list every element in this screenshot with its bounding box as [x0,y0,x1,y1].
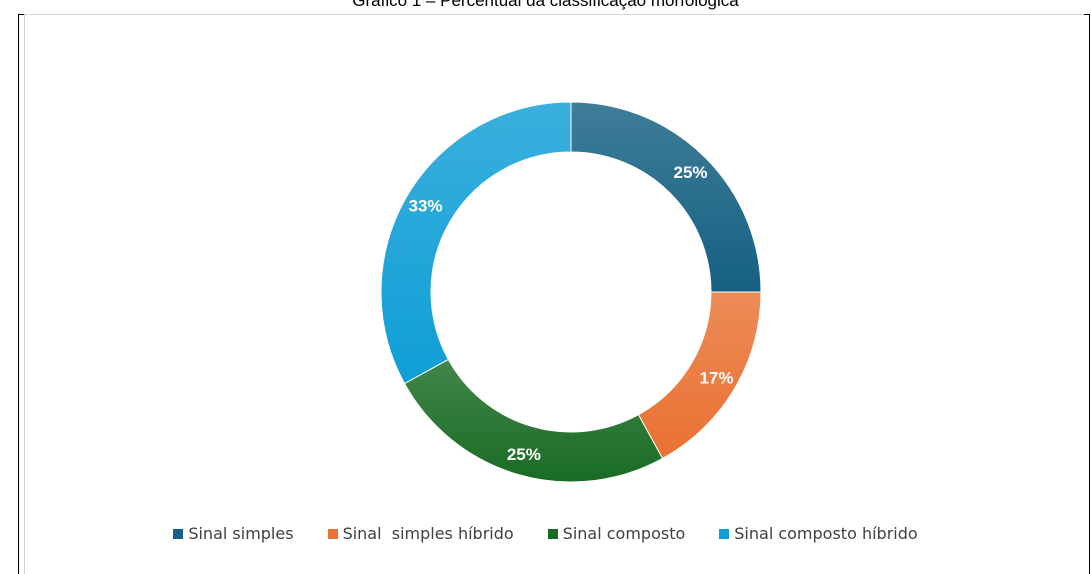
chart-area-border [24,14,1084,574]
chart-title: Gráfico 1 – Percentual da classificação … [352,0,739,10]
legend-item: Sinal composto [547,524,686,543]
legend-label: Sinal simples [188,524,294,543]
legend-label: Sinal simples híbrido [342,524,514,543]
donut-slice [380,101,572,385]
legend-item: Sinal composto híbrido [719,524,918,543]
legend-swatch [719,528,730,539]
legend-label: Sinal composto híbrido [734,524,918,543]
donut-slice [570,101,762,293]
slice-data-label: 25% [673,163,707,182]
slice-data-label: 33% [409,196,443,215]
legend-label: Sinal composto [562,524,686,543]
slice-data-label: 17% [699,369,733,388]
chart-legend: Sinal simples Sinal simples híbrido Sinal … [0,524,1091,543]
legend-swatch [327,528,338,539]
legend-item: Sinal simples híbrido [327,524,514,543]
slice-data-label: 25% [507,445,541,464]
legend-swatch [173,528,184,539]
legend-item: Sinal simples [173,524,294,543]
legend-swatch [547,528,558,539]
